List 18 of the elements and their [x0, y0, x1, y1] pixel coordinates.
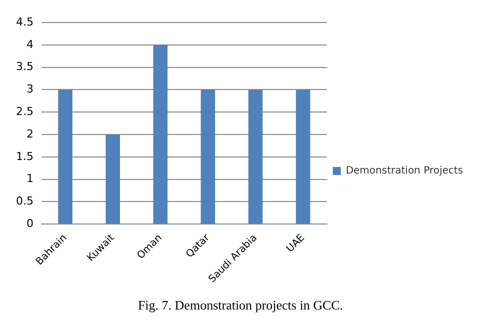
y-tick-label: 4	[26, 38, 34, 51]
y-tick-label: 1	[26, 172, 34, 186]
y-tick-label: 0.5	[16, 194, 34, 208]
legend-label: Demonstration Projects	[346, 166, 464, 177]
y-tick-label: 3	[26, 82, 34, 96]
bar	[153, 44, 168, 224]
bar	[58, 90, 72, 224]
y-tick-label: 4.5	[16, 15, 34, 28]
text: Fig. 7. Demonstration projects in GCC.	[138, 298, 344, 313]
y-tick-label: 3.5	[16, 60, 34, 74]
y-tick-label: 1.5	[16, 150, 34, 163]
y-tick-label: 0	[26, 216, 34, 230]
bar	[296, 90, 310, 224]
bar	[248, 90, 263, 224]
y-tick-label: 2.5	[16, 104, 34, 118]
bar	[106, 134, 120, 224]
bar	[200, 90, 216, 224]
y-tick-label: 2	[26, 127, 34, 140]
